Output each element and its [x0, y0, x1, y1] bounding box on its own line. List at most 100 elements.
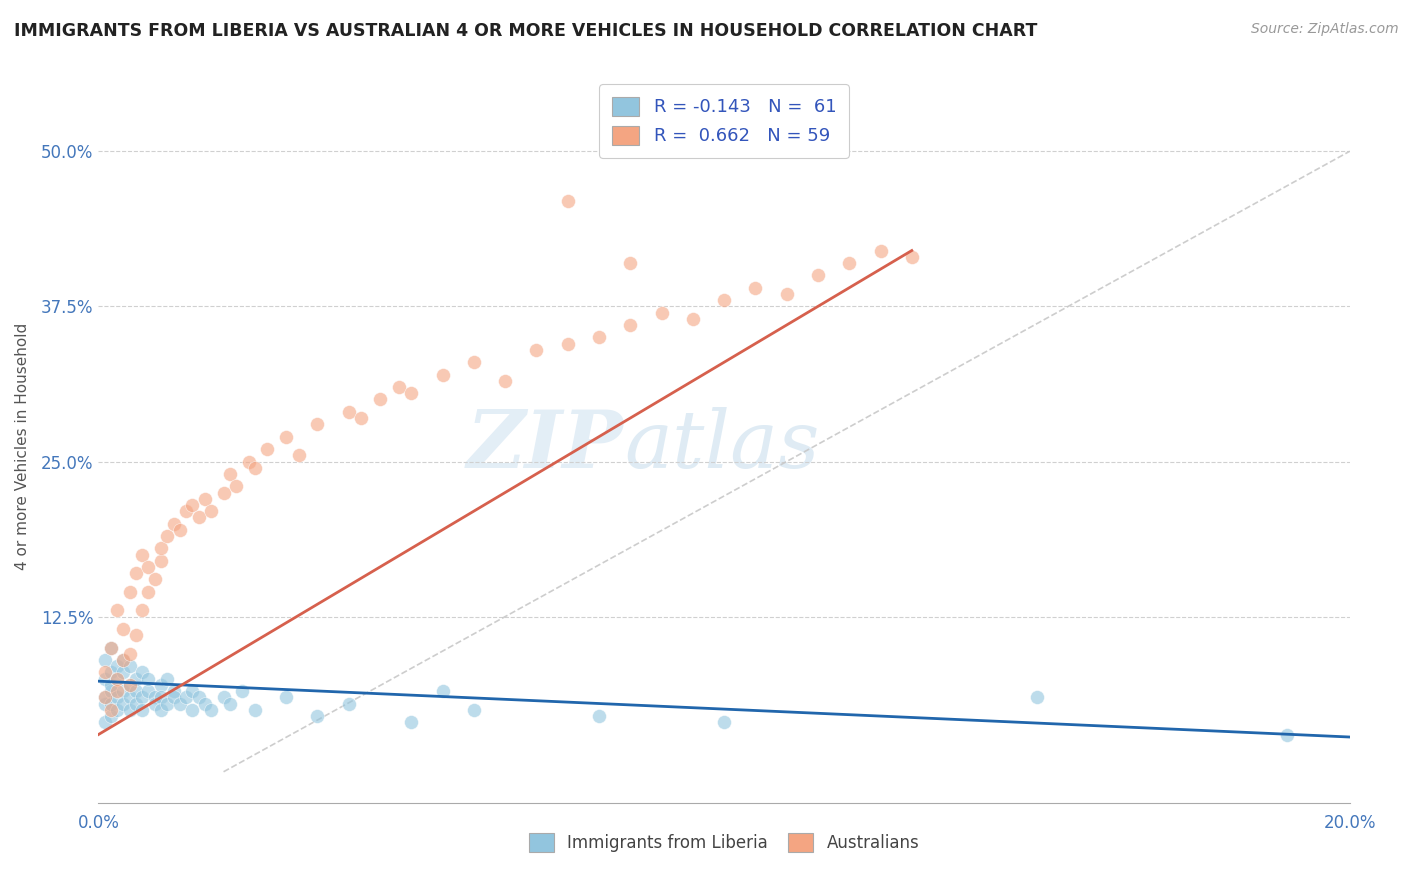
Point	[401, 386, 423, 401]
Point	[181, 703, 204, 717]
Point	[112, 653, 135, 667]
Point	[181, 684, 204, 698]
Point	[337, 697, 360, 711]
Point	[112, 697, 135, 711]
Point	[174, 690, 197, 705]
Point	[368, 392, 391, 407]
Point	[118, 659, 141, 673]
Point	[118, 647, 141, 661]
Point	[143, 697, 166, 711]
Point	[143, 573, 166, 587]
Point	[807, 268, 830, 283]
Point	[100, 709, 122, 723]
Point	[156, 697, 179, 711]
Point	[156, 672, 179, 686]
Point	[212, 485, 235, 500]
Point	[744, 281, 766, 295]
Point	[212, 690, 235, 705]
Point	[682, 311, 704, 326]
Point	[131, 703, 153, 717]
Point	[619, 256, 641, 270]
Point	[100, 665, 122, 680]
Point	[401, 715, 423, 730]
Point	[138, 560, 160, 574]
Point	[713, 715, 735, 730]
Point	[162, 690, 184, 705]
Point	[713, 293, 735, 308]
Point	[162, 684, 184, 698]
Point	[218, 697, 240, 711]
Point	[231, 684, 253, 698]
Text: Source: ZipAtlas.com: Source: ZipAtlas.com	[1251, 22, 1399, 37]
Point	[118, 690, 141, 705]
Point	[138, 672, 160, 686]
Point	[105, 690, 128, 705]
Point	[256, 442, 278, 456]
Point	[243, 460, 266, 475]
Point	[118, 584, 141, 599]
Point	[869, 244, 891, 258]
Point	[388, 380, 411, 394]
Text: atlas: atlas	[624, 408, 820, 484]
Point	[143, 690, 166, 705]
Point	[100, 684, 122, 698]
Point	[105, 703, 128, 717]
Point	[526, 343, 548, 357]
Point	[1277, 727, 1299, 741]
Point	[100, 697, 122, 711]
Point	[105, 603, 128, 617]
Point	[238, 454, 260, 468]
Point	[900, 250, 922, 264]
Point	[187, 690, 209, 705]
Point	[169, 697, 191, 711]
Point	[181, 498, 204, 512]
Point	[619, 318, 641, 332]
Point	[105, 684, 128, 698]
Point	[194, 697, 217, 711]
Point	[243, 703, 266, 717]
Point	[112, 622, 135, 636]
Point	[174, 504, 197, 518]
Point	[557, 336, 579, 351]
Point	[100, 678, 122, 692]
Point	[93, 690, 115, 705]
Point	[93, 672, 115, 686]
Point	[463, 703, 485, 717]
Point	[118, 678, 141, 692]
Point	[150, 541, 173, 556]
Point	[112, 684, 135, 698]
Point	[557, 194, 579, 208]
Point	[200, 703, 222, 717]
Y-axis label: 4 or more Vehicles in Household: 4 or more Vehicles in Household	[15, 322, 30, 570]
Point	[588, 330, 610, 344]
Point	[125, 684, 148, 698]
Point	[588, 709, 610, 723]
Point	[131, 603, 153, 617]
Text: ZIP: ZIP	[467, 408, 624, 484]
Point	[125, 566, 148, 581]
Point	[112, 653, 135, 667]
Point	[162, 516, 184, 531]
Point	[150, 703, 173, 717]
Point	[187, 510, 209, 524]
Point	[118, 678, 141, 692]
Point	[100, 640, 122, 655]
Point	[131, 665, 153, 680]
Point	[274, 430, 298, 444]
Point	[105, 672, 128, 686]
Point	[463, 355, 485, 369]
Point	[125, 628, 148, 642]
Point	[118, 703, 141, 717]
Point	[131, 548, 153, 562]
Point	[150, 678, 173, 692]
Point	[337, 405, 360, 419]
Point	[156, 529, 179, 543]
Point	[200, 504, 222, 518]
Point	[100, 640, 122, 655]
Point	[100, 703, 122, 717]
Point	[494, 374, 516, 388]
Point	[776, 287, 799, 301]
Point	[432, 684, 454, 698]
Point	[138, 584, 160, 599]
Point	[93, 690, 115, 705]
